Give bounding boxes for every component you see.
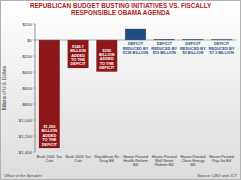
text-line: $138 BILLION: [123, 50, 148, 55]
y-axis-label: Billions of U.S. Dollars: [2, 65, 7, 110]
text-line: Reform Bill: [155, 163, 174, 167]
bar: [39, 40, 60, 148]
text-line: Cuts: [45, 159, 53, 163]
text-line: DEFICIT: [99, 65, 115, 70]
text-line: Cuts: [74, 159, 82, 163]
y-tick-label: -$1,400: [17, 150, 32, 155]
data-label: DEFICITREDUCED BY$10 BILLION: [151, 41, 177, 55]
data-label: $349.7BILLIONADDEDTO THEDEFICIT: [70, 44, 86, 67]
bar: [68, 40, 89, 68]
y-tick-label: -$1,000: [17, 118, 32, 123]
x-tick-label: Bush 2003 TaxCuts: [66, 155, 91, 163]
bars: [39, 29, 232, 148]
y-tick-label: $200: [22, 22, 32, 27]
bar: [211, 39, 232, 41]
text-line: $9 BILLION: [182, 50, 203, 55]
text-line: Pay-Go Bill: [212, 159, 231, 163]
background: [1, 1, 241, 180]
text-line: $10 BILLION: [153, 50, 176, 55]
credit: Office of the Speaker: [4, 173, 42, 178]
x-tick-label: House PassedClean EnergyBill: [181, 155, 206, 167]
text-line: RESPONSIBLE OBAMA AGENDA: [71, 9, 171, 16]
zero-line: [35, 40, 236, 41]
data-label: DEFICITREDUCED BY$138 BILLION: [123, 41, 149, 55]
data-label: DEFICITREDUCED BY$7.3 BILLION: [209, 41, 235, 55]
chart: REPUBLICAN BUDGET BUSTING INITIATIVES VS…: [0, 0, 241, 180]
bar: [125, 29, 146, 40]
y-tick-label: -$1,200: [17, 134, 32, 139]
y-tick-label: -$400: [21, 70, 33, 75]
text-line: $7.3 BILLION: [210, 50, 234, 55]
text-line: Bill: [133, 163, 138, 167]
y-axis: [35, 24, 36, 152]
y-tick-label: -$200: [21, 54, 33, 59]
data-label: DEFICITREDUCED BY$9 BILLION: [180, 41, 206, 55]
text-line: REPUBLICAN BUDGET BUSTING INITIATIVES VS…: [30, 2, 212, 9]
y-tick-label: -$800: [21, 102, 33, 107]
text-line: DEFICIT: [42, 142, 58, 147]
x-tick-label: House PassedHealth ReformBill: [123, 155, 148, 167]
data-label: $395BILLIONADDEDTO THEDEFICIT: [99, 48, 115, 71]
x-tick-label: House PassedWall StreetReform Bill: [152, 155, 177, 167]
x-tick-label: House PassedPay-Go Bill: [209, 155, 234, 163]
x-tick-label: Republican RxDrug Bill: [94, 155, 119, 163]
data-label: $1,350BILLIONADDEDTO THEDEFICIT: [42, 124, 58, 147]
y-tick-label: $0: [27, 38, 32, 43]
source: Source: CBO and JCT: [197, 173, 237, 178]
x-tick-label: Bush 2001 TaxCuts: [37, 155, 62, 163]
bar: [96, 40, 117, 72]
text-line: DEFICIT: [71, 61, 87, 66]
title: REPUBLICAN BUDGET BUSTING INITIATIVES VS…: [30, 2, 212, 16]
text-line: Bill: [190, 163, 195, 167]
y-tick-label: -$600: [21, 86, 33, 91]
text-line: Drug Bill: [100, 159, 115, 163]
